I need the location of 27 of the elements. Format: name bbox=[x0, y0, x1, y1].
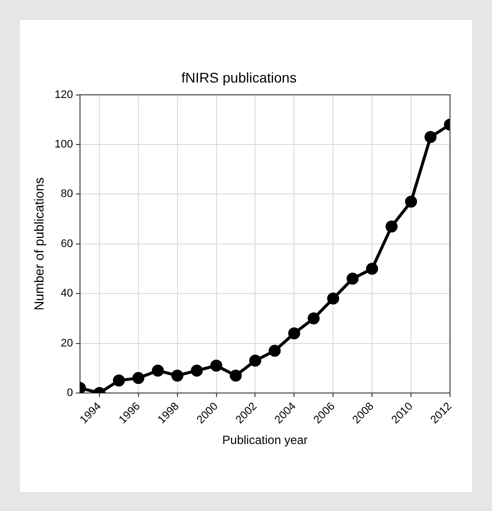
point bbox=[152, 364, 164, 377]
point bbox=[327, 292, 340, 305]
y-tick-label: 0 bbox=[66, 386, 73, 399]
point bbox=[386, 220, 398, 232]
y-tick-label: 100 bbox=[54, 138, 73, 151]
point bbox=[230, 370, 242, 382]
chart-title: fNIRS publications bbox=[181, 69, 297, 86]
point bbox=[308, 312, 320, 324]
point bbox=[112, 374, 125, 387]
y-tick-label: 120 bbox=[54, 88, 73, 101]
y-axis-title: Number of publications bbox=[31, 176, 46, 310]
point bbox=[268, 344, 281, 357]
y-tick-label: 40 bbox=[60, 288, 73, 300]
point bbox=[210, 360, 222, 372]
y-tick-label: 60 bbox=[60, 238, 73, 250]
point bbox=[171, 370, 184, 382]
point bbox=[249, 354, 262, 367]
point bbox=[366, 262, 378, 275]
point bbox=[132, 372, 144, 384]
point bbox=[288, 327, 300, 340]
point bbox=[190, 364, 203, 377]
y-tick-label: 80 bbox=[60, 188, 73, 200]
point bbox=[424, 131, 437, 144]
point bbox=[346, 272, 359, 285]
x-axis-title: Publication year bbox=[222, 433, 308, 448]
point bbox=[405, 196, 418, 208]
y-tick-label: 20 bbox=[60, 337, 73, 350]
